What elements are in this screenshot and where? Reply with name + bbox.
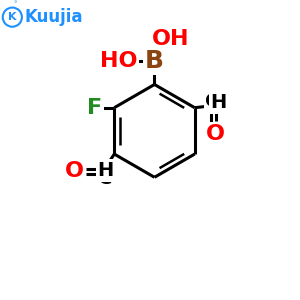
Text: Kuujia: Kuujia	[25, 8, 83, 26]
Text: C: C	[206, 92, 220, 111]
Text: O: O	[206, 124, 225, 144]
Text: K: K	[8, 12, 16, 22]
Text: °: °	[14, 2, 17, 8]
Text: B: B	[145, 49, 164, 73]
Text: F: F	[87, 98, 102, 118]
Text: O: O	[65, 161, 84, 182]
Text: H: H	[97, 161, 113, 180]
Text: C: C	[98, 169, 112, 188]
Text: H: H	[211, 93, 227, 112]
Text: HO: HO	[100, 51, 137, 71]
Text: OH: OH	[152, 29, 190, 49]
